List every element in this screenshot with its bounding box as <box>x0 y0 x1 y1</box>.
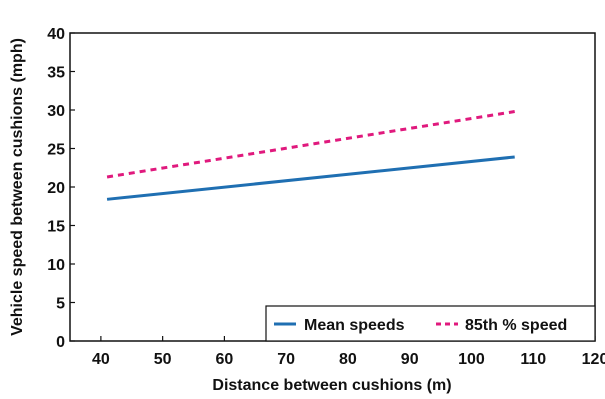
y-tick-label: 5 <box>56 296 65 313</box>
y-tick-label: 20 <box>47 180 65 197</box>
plot-area-frame <box>69 32 596 342</box>
y-tick-label: 30 <box>47 103 65 120</box>
y-tick-label: 0 <box>56 334 65 351</box>
x-tick-label: 100 <box>458 351 485 368</box>
y-tick-label: 40 <box>47 26 65 43</box>
series-line-mean-speeds <box>106 155 515 201</box>
x-tick-label: 90 <box>401 351 419 368</box>
series-layer <box>106 110 515 201</box>
y-axis-ticks: 0 5 10 15 20 25 30 35 40 <box>47 26 75 351</box>
x-tick-label: 110 <box>520 351 546 368</box>
x-tick-label: 60 <box>216 351 234 368</box>
series-line-85th-speed <box>106 110 515 179</box>
y-tick-label: 10 <box>47 257 65 274</box>
x-axis-title: Distance between cushions (m) <box>212 377 451 394</box>
legend-box <box>265 305 596 342</box>
y-tick-label: 15 <box>47 219 65 236</box>
legend: Mean speeds 85th % speed <box>265 305 596 342</box>
legend-label-mean-speeds: Mean speeds <box>304 317 405 334</box>
x-tick-label: 50 <box>154 351 172 368</box>
y-tick-label: 25 <box>47 142 65 159</box>
legend-label-85th-percentile-speed: 85th % speed <box>465 317 567 334</box>
y-axis-title: Vehicle speed between cushions (mph) <box>9 38 26 336</box>
x-tick-label: 120 <box>582 351 605 368</box>
x-tick-label: 40 <box>92 351 110 368</box>
y-tick-label: 35 <box>47 65 65 82</box>
x-tick-label: 80 <box>339 351 357 368</box>
x-tick-label: 70 <box>277 351 295 368</box>
